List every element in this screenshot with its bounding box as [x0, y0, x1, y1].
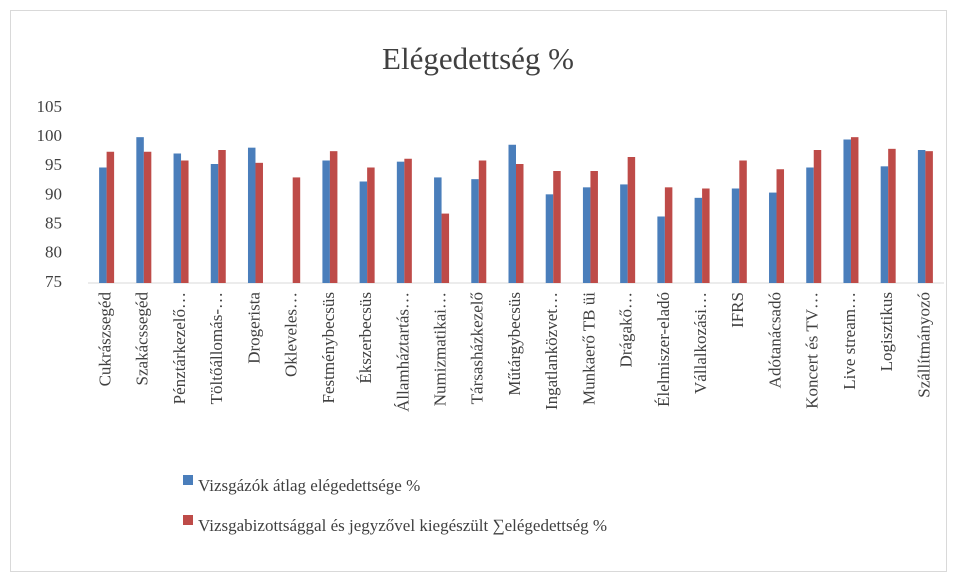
bar — [553, 171, 561, 283]
bar — [806, 167, 814, 283]
legend-label: Vizsgázók átlag elégedettsége % — [198, 476, 420, 495]
bar — [620, 184, 628, 283]
bar — [396, 161, 405, 283]
y-tick-label: 90 — [45, 184, 62, 203]
x-tick-label: Töltőállomás-… — [207, 292, 226, 404]
y-tick-label: 75 — [45, 272, 62, 291]
x-tick-label: Élelmiszer-eladó — [654, 292, 673, 407]
x-tick-label: Ingatlanközvet… — [542, 292, 561, 410]
x-tick-label: Vállalkozási… — [691, 292, 710, 394]
bar — [917, 150, 926, 283]
bar — [210, 164, 219, 283]
legend-swatch — [183, 475, 193, 485]
bar — [731, 188, 740, 283]
bar — [136, 137, 144, 283]
x-tick-label: Szakácssegéd — [133, 292, 152, 386]
bar — [776, 169, 785, 283]
bar — [508, 144, 516, 283]
bar — [664, 187, 673, 283]
bar — [255, 162, 263, 283]
bar — [702, 188, 710, 283]
bar — [143, 151, 152, 283]
x-tick-label: Államháztartás… — [393, 292, 412, 412]
x-tick-label: Festménybecsüs — [319, 292, 338, 403]
bar — [545, 194, 554, 283]
x-tick-label: Ékszerbecsüs — [356, 292, 375, 384]
y-tick-label: 80 — [45, 243, 62, 262]
bar — [478, 160, 487, 283]
bar — [888, 148, 896, 283]
bar — [657, 216, 665, 283]
bar — [739, 160, 747, 283]
x-tick-label: Adótanácsadó — [765, 292, 784, 388]
bar — [173, 153, 182, 283]
bar — [106, 151, 115, 283]
bar — [850, 137, 859, 283]
bar — [516, 164, 524, 283]
x-tick-label: Numizmatikai… — [430, 292, 449, 406]
bar — [590, 171, 598, 283]
bar — [322, 160, 330, 283]
bar — [843, 139, 851, 283]
x-tick-label: Koncert és TV… — [803, 292, 822, 409]
x-tick-label: IFRS — [728, 292, 747, 328]
x-tick-label: Munkaerő TB üi — [579, 292, 598, 405]
bar — [292, 177, 301, 283]
chart-title: Elégedettség % — [382, 41, 574, 76]
legend-label: Vizsgabizottsággal és jegyzővel kiegészü… — [198, 516, 607, 535]
bar — [359, 181, 368, 283]
bar — [434, 177, 442, 283]
x-tick-label: Okleveles… — [282, 292, 301, 377]
x-tick-label: Cukrászsegéd — [96, 292, 115, 387]
bar — [627, 157, 636, 283]
x-tick-label: Pénztárkezelő… — [170, 292, 189, 404]
bar — [247, 147, 256, 283]
bar — [582, 187, 591, 283]
bar — [813, 150, 822, 283]
bar — [925, 151, 933, 283]
legend-swatch — [183, 515, 193, 525]
y-tick-label: 85 — [45, 214, 62, 233]
y-tick-label: 105 — [37, 97, 63, 116]
bar — [367, 167, 375, 283]
bar — [769, 192, 777, 283]
bar — [181, 160, 189, 283]
bar — [471, 179, 479, 283]
x-tick-label: Live stream… — [840, 292, 859, 390]
x-tick-label: Drágakő… — [617, 292, 636, 368]
x-tick-label: Műtárgybecsüs — [505, 292, 524, 396]
x-tick-label: Drogerista — [244, 292, 263, 364]
bar — [441, 213, 450, 283]
y-tick-label: 100 — [37, 126, 63, 145]
bar — [880, 166, 889, 283]
bar — [694, 197, 703, 283]
x-tick-label: Logisztikus — [877, 292, 896, 371]
y-tick-label: 95 — [45, 155, 62, 174]
bar — [99, 167, 107, 283]
x-tick-label: Társasházkezelő — [468, 292, 487, 404]
bar — [329, 151, 338, 283]
chart-border — [10, 10, 947, 572]
bar — [404, 158, 412, 283]
x-tick-label: Szállítmányozó — [914, 292, 933, 398]
bar — [218, 150, 226, 283]
